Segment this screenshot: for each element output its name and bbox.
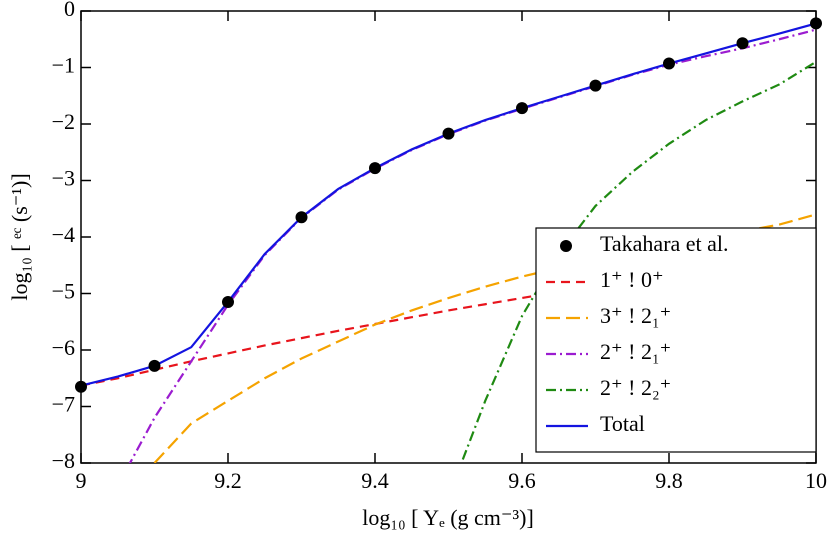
- y-axis-label: log₁₀ [ ᵉᶜ (s⁻¹)]: [7, 173, 32, 300]
- data-point: [589, 79, 602, 92]
- x-tick-label: 9.2: [214, 468, 242, 493]
- y-tick-label: −8: [52, 448, 75, 473]
- data-point: [516, 102, 528, 115]
- x-tick-label: 9.8: [655, 468, 683, 493]
- data-point: [369, 162, 381, 175]
- y-tick-label: −5: [52, 279, 75, 304]
- data-point: [295, 211, 308, 224]
- data-point: [442, 127, 455, 140]
- y-tick-label: −4: [52, 222, 75, 247]
- y-tick-label: −3: [52, 166, 75, 191]
- data-point: [75, 380, 87, 393]
- legend-label: Takahara et al.: [600, 231, 729, 256]
- x-tick-label: 10: [805, 468, 827, 493]
- y-tick-label: −6: [52, 335, 75, 360]
- legend-label: Total: [600, 411, 645, 436]
- data-point: [736, 37, 749, 50]
- legend-label: 2⁺ ! 2₂⁺: [600, 375, 671, 400]
- data-point: [663, 57, 675, 70]
- legend-box: [535, 227, 817, 453]
- legend-marker: [560, 240, 572, 252]
- y-tick-label: 0: [64, 0, 75, 21]
- x-tick-label: 9: [76, 468, 87, 493]
- y-tick-label: −7: [52, 392, 75, 417]
- y-tick-label: −2: [52, 109, 75, 134]
- data-point: [810, 17, 822, 30]
- legend-label: 3⁺ ! 2₁⁺: [600, 303, 671, 328]
- legend-label: 2⁺ ! 2₁⁺: [600, 339, 671, 364]
- x-axis-label: log₁₀ [ Yₑ (g cm⁻³)]: [362, 505, 534, 530]
- y-tick-label: −1: [52, 53, 75, 78]
- x-tick-label: 9.6: [508, 468, 536, 493]
- data-point: [222, 295, 234, 308]
- data-point: [148, 359, 161, 372]
- series-line: [460, 60, 816, 463]
- x-tick-label: 9.4: [361, 468, 389, 493]
- legend-label: 1⁺ ! 0⁺: [600, 267, 664, 292]
